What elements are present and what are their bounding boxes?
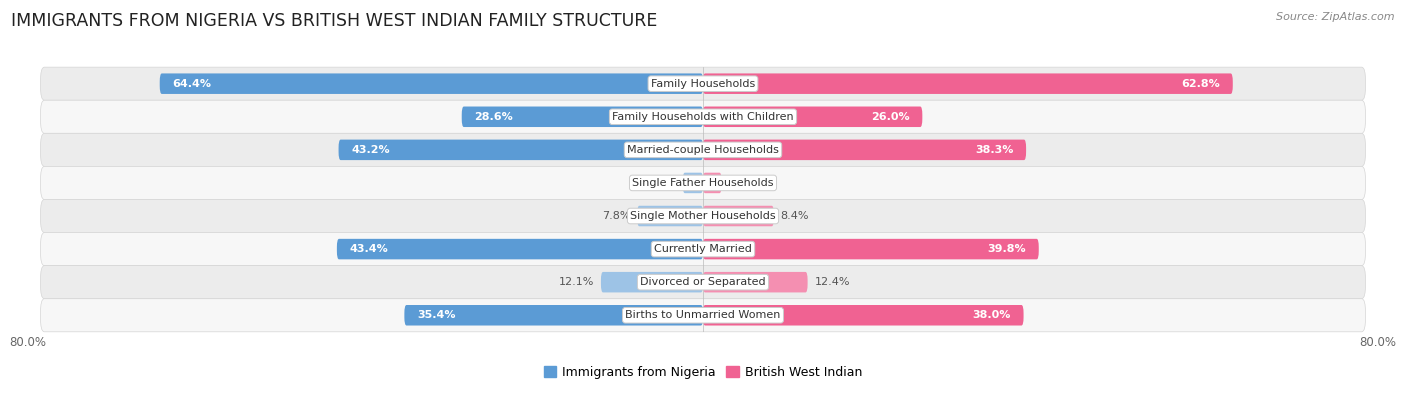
FancyBboxPatch shape bbox=[41, 265, 1365, 299]
FancyBboxPatch shape bbox=[405, 305, 703, 325]
Text: 38.0%: 38.0% bbox=[973, 310, 1011, 320]
Text: 26.0%: 26.0% bbox=[872, 112, 910, 122]
FancyBboxPatch shape bbox=[41, 100, 1365, 134]
Text: 64.4%: 64.4% bbox=[173, 79, 211, 89]
Text: 8.4%: 8.4% bbox=[780, 211, 808, 221]
FancyBboxPatch shape bbox=[41, 134, 1365, 166]
FancyBboxPatch shape bbox=[160, 73, 703, 94]
Text: 2.2%: 2.2% bbox=[728, 178, 756, 188]
FancyBboxPatch shape bbox=[703, 305, 1024, 325]
FancyBboxPatch shape bbox=[41, 299, 1365, 332]
FancyBboxPatch shape bbox=[600, 272, 703, 292]
FancyBboxPatch shape bbox=[703, 139, 1026, 160]
FancyBboxPatch shape bbox=[41, 199, 1365, 233]
Text: 12.4%: 12.4% bbox=[814, 277, 849, 287]
Text: IMMIGRANTS FROM NIGERIA VS BRITISH WEST INDIAN FAMILY STRUCTURE: IMMIGRANTS FROM NIGERIA VS BRITISH WEST … bbox=[11, 12, 658, 30]
Text: 38.3%: 38.3% bbox=[976, 145, 1014, 155]
Text: Single Mother Households: Single Mother Households bbox=[630, 211, 776, 221]
Text: 7.8%: 7.8% bbox=[602, 211, 630, 221]
FancyBboxPatch shape bbox=[41, 67, 1365, 100]
FancyBboxPatch shape bbox=[703, 272, 807, 292]
FancyBboxPatch shape bbox=[41, 166, 1365, 199]
Text: Single Father Households: Single Father Households bbox=[633, 178, 773, 188]
Text: Married-couple Households: Married-couple Households bbox=[627, 145, 779, 155]
FancyBboxPatch shape bbox=[683, 173, 703, 193]
Text: 62.8%: 62.8% bbox=[1181, 79, 1220, 89]
FancyBboxPatch shape bbox=[703, 239, 1039, 260]
FancyBboxPatch shape bbox=[41, 233, 1365, 265]
Text: 2.4%: 2.4% bbox=[648, 178, 676, 188]
FancyBboxPatch shape bbox=[637, 206, 703, 226]
Text: 43.4%: 43.4% bbox=[350, 244, 388, 254]
FancyBboxPatch shape bbox=[337, 239, 703, 260]
FancyBboxPatch shape bbox=[461, 107, 703, 127]
Text: Currently Married: Currently Married bbox=[654, 244, 752, 254]
Text: Births to Unmarried Women: Births to Unmarried Women bbox=[626, 310, 780, 320]
FancyBboxPatch shape bbox=[703, 173, 721, 193]
FancyBboxPatch shape bbox=[703, 107, 922, 127]
FancyBboxPatch shape bbox=[703, 206, 773, 226]
Text: 12.1%: 12.1% bbox=[558, 277, 595, 287]
Text: Family Households: Family Households bbox=[651, 79, 755, 89]
Text: 39.8%: 39.8% bbox=[987, 244, 1026, 254]
Text: Source: ZipAtlas.com: Source: ZipAtlas.com bbox=[1277, 12, 1395, 22]
Text: 35.4%: 35.4% bbox=[418, 310, 456, 320]
FancyBboxPatch shape bbox=[703, 73, 1233, 94]
Text: Family Households with Children: Family Households with Children bbox=[612, 112, 794, 122]
Text: Divorced or Separated: Divorced or Separated bbox=[640, 277, 766, 287]
Text: 43.2%: 43.2% bbox=[352, 145, 389, 155]
FancyBboxPatch shape bbox=[339, 139, 703, 160]
Text: 28.6%: 28.6% bbox=[474, 112, 513, 122]
Legend: Immigrants from Nigeria, British West Indian: Immigrants from Nigeria, British West In… bbox=[538, 361, 868, 384]
